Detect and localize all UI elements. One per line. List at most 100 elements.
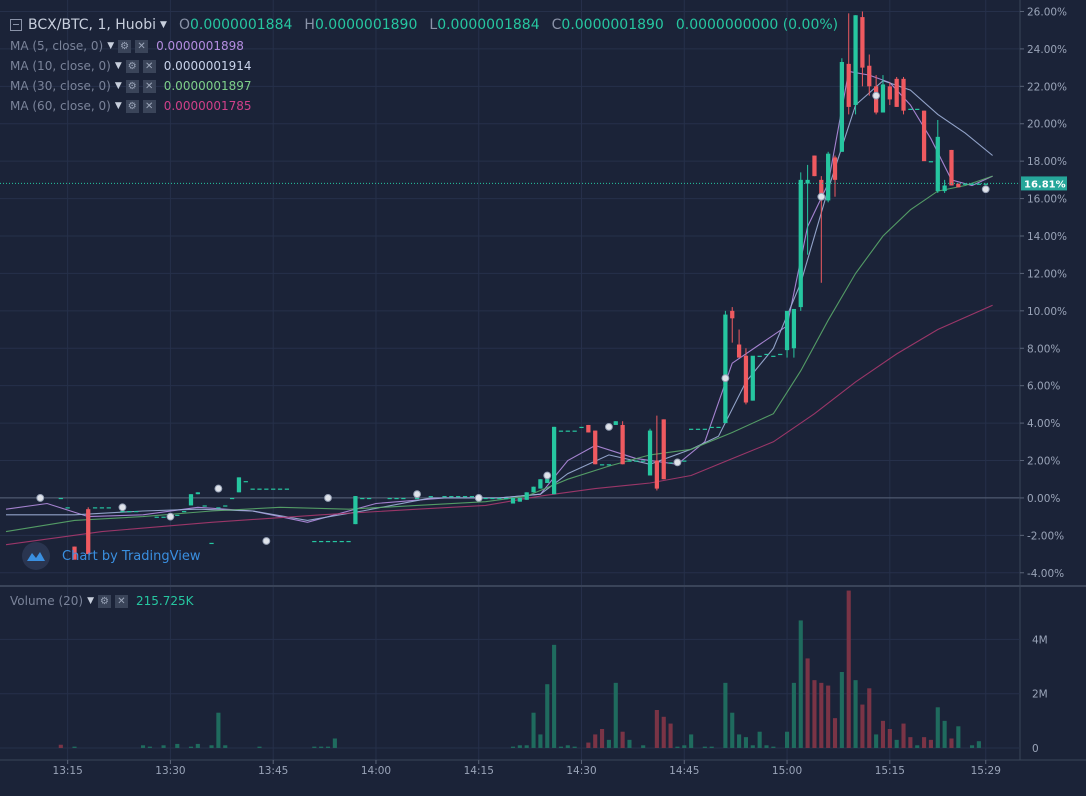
collapse-icon[interactable]: [10, 19, 22, 31]
tradingview-link[interactable]: Chart by TradingView: [62, 548, 201, 564]
volume-bar: [332, 738, 337, 748]
gear-icon[interactable]: ⚙: [125, 99, 139, 113]
close-icon[interactable]: ✕: [142, 99, 156, 113]
volume-bar: [956, 726, 961, 748]
ma-value: 0.0000001898: [156, 39, 244, 53]
volume-bar: [757, 731, 762, 748]
candle-body: [887, 86, 892, 100]
candle-body: [689, 428, 694, 430]
ma-legend-30[interactable]: MA (30, close, 0) ▼ ⚙ ✕ 0.0000001897: [10, 77, 252, 95]
candle-body: [620, 424, 625, 465]
open-value: 0.0000001884: [189, 17, 293, 33]
candle-body: [558, 430, 564, 432]
volume-bar: [730, 712, 735, 748]
candle-body: [599, 464, 605, 466]
candle-body: [319, 540, 324, 543]
volume-bar: [545, 684, 550, 748]
candle-body: [161, 516, 166, 518]
candle-body: [58, 497, 63, 500]
candle-body: [846, 63, 851, 107]
candle-body: [627, 460, 632, 462]
candle-body: [387, 497, 392, 500]
candle-body: [72, 546, 77, 560]
candle-body: [976, 183, 982, 185]
chevron-down-icon[interactable]: ▼: [114, 81, 122, 91]
close-icon[interactable]: ✕: [142, 59, 156, 73]
candle-body: [908, 108, 913, 110]
candle-body: [284, 488, 290, 490]
volume-bar: [805, 658, 810, 748]
candle-body: [572, 430, 577, 432]
volume-bar: [140, 745, 146, 748]
volume-bar: [826, 685, 831, 748]
gear-icon[interactable]: ⚙: [118, 39, 132, 53]
candle-body: [764, 353, 769, 356]
candle-body: [332, 540, 337, 543]
ma-value: 0.0000001914: [163, 59, 252, 73]
candle-body: [250, 488, 255, 490]
close-icon[interactable]: ✕: [115, 594, 128, 608]
candle-body: [682, 460, 687, 462]
volume-bar: [928, 739, 933, 748]
chevron-down-icon[interactable]: ▼: [114, 101, 122, 111]
volume-bar: [517, 745, 522, 748]
candle-body: [257, 488, 262, 490]
candle-body: [531, 486, 536, 493]
close-icon[interactable]: ✕: [135, 39, 149, 53]
ma-legend-60[interactable]: MA (60, close, 0) ▼ ⚙ ✕ 0.0000001785: [10, 97, 252, 115]
volume-bar: [661, 716, 666, 748]
close-value: 0.0000001890: [561, 17, 664, 33]
candle-body: [750, 355, 755, 401]
volume-bar: [976, 741, 981, 748]
volume-bar: [867, 688, 872, 748]
gear-icon[interactable]: ⚙: [125, 79, 139, 93]
volume-bar: [552, 644, 557, 748]
candle-body: [394, 497, 399, 500]
volume-bar: [894, 739, 899, 748]
candle-body: [778, 353, 783, 356]
candle-body: [339, 540, 344, 543]
symbol-legend[interactable]: BCX/BTC, 1, Huobi ▼ O 0.0000001884 H 0.000…: [10, 16, 838, 34]
low-value: 0.0000001884: [437, 17, 540, 33]
volume-legend[interactable]: Volume (20) ▼ ⚙ ✕ 215.725K: [10, 592, 194, 610]
candle-body: [428, 496, 433, 498]
high-value: 0.0000001890: [314, 17, 418, 33]
ma-label: MA (10, close, 0): [10, 59, 111, 73]
candle-body: [182, 511, 187, 513]
tradingview-watermark[interactable]: Chart by TradingView: [22, 542, 200, 570]
y-tick-label: 4.00%: [1027, 418, 1060, 430]
candle-body: [695, 428, 701, 430]
volume-bar: [161, 745, 166, 748]
chevron-down-icon[interactable]: ▼: [87, 596, 94, 606]
candle-body: [593, 430, 598, 465]
candle-body: [236, 477, 242, 493]
candle-body: [853, 15, 858, 106]
candle-body: [229, 497, 235, 500]
chevron-down-icon[interactable]: ▼: [107, 41, 115, 51]
volume-bar: [908, 737, 913, 748]
volume-bar: [312, 746, 317, 748]
ma-legend-10[interactable]: MA (10, close, 0) ▼ ⚙ ✕ 0.0000001914: [10, 57, 252, 75]
candle-body: [942, 185, 947, 192]
volume-bar: [723, 682, 728, 748]
candle-body: [209, 542, 214, 545]
chevron-down-icon[interactable]: ▼: [160, 20, 167, 30]
gear-icon[interactable]: ⚙: [125, 59, 139, 73]
candle-body: [99, 507, 105, 509]
y-tick-label: -2.00%: [1027, 530, 1064, 542]
close-icon[interactable]: ✕: [142, 79, 156, 93]
volume-bar: [216, 712, 221, 748]
change-value: 0.0000000000 (0.00%): [675, 17, 839, 33]
chevron-down-icon[interactable]: ▼: [114, 61, 122, 71]
symbol-title[interactable]: BCX/BTC, 1, Huobi: [28, 17, 157, 33]
candle-body: [188, 494, 194, 506]
candle-body: [120, 511, 125, 513]
ma-label: MA (5, close, 0): [10, 39, 104, 53]
ma-legend-5[interactable]: MA (5, close, 0) ▼ ⚙ ✕ 0.0000001898: [10, 37, 244, 55]
volume-bar: [887, 729, 892, 748]
ma-label: MA (60, close, 0): [10, 99, 111, 113]
current-price-label: 16.81%: [1024, 179, 1066, 190]
gear-icon[interactable]: ⚙: [98, 594, 111, 608]
volume-bar: [880, 720, 886, 748]
